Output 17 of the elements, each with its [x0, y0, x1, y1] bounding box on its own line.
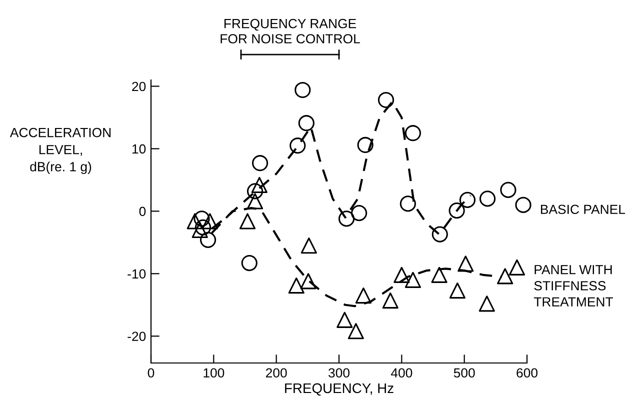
- x-tick-label: 600: [516, 368, 538, 378]
- x-tick-label: 500: [454, 368, 475, 378]
- x-axis-title: FREQUENCY, Hz: [285, 383, 394, 396]
- y-tick-label: 0: [139, 206, 146, 216]
- x-tick-label: 100: [204, 368, 224, 378]
- y-axis-title: ACCELERATION LEVEL, dB(re. 1 g): [10, 128, 111, 174]
- series-label: BASIC PANEL: [540, 204, 626, 214]
- text: FREQUENCY RANGE FOR NOISE CONTROL: [220, 18, 360, 44]
- y-tick-label: 20: [132, 82, 146, 92]
- y-tick-label: -10: [128, 269, 146, 279]
- x-tick-label: 200: [266, 368, 287, 378]
- series-label: PANEL WITH STIFFNESS TREATMENT: [534, 265, 613, 306]
- x-tick-label: 300: [328, 368, 350, 378]
- y-tick-label: 10: [132, 144, 146, 154]
- x-tick-label: 0: [148, 368, 154, 378]
- y-tick-label: -20: [128, 332, 146, 342]
- x-tick-label: 400: [390, 368, 412, 378]
